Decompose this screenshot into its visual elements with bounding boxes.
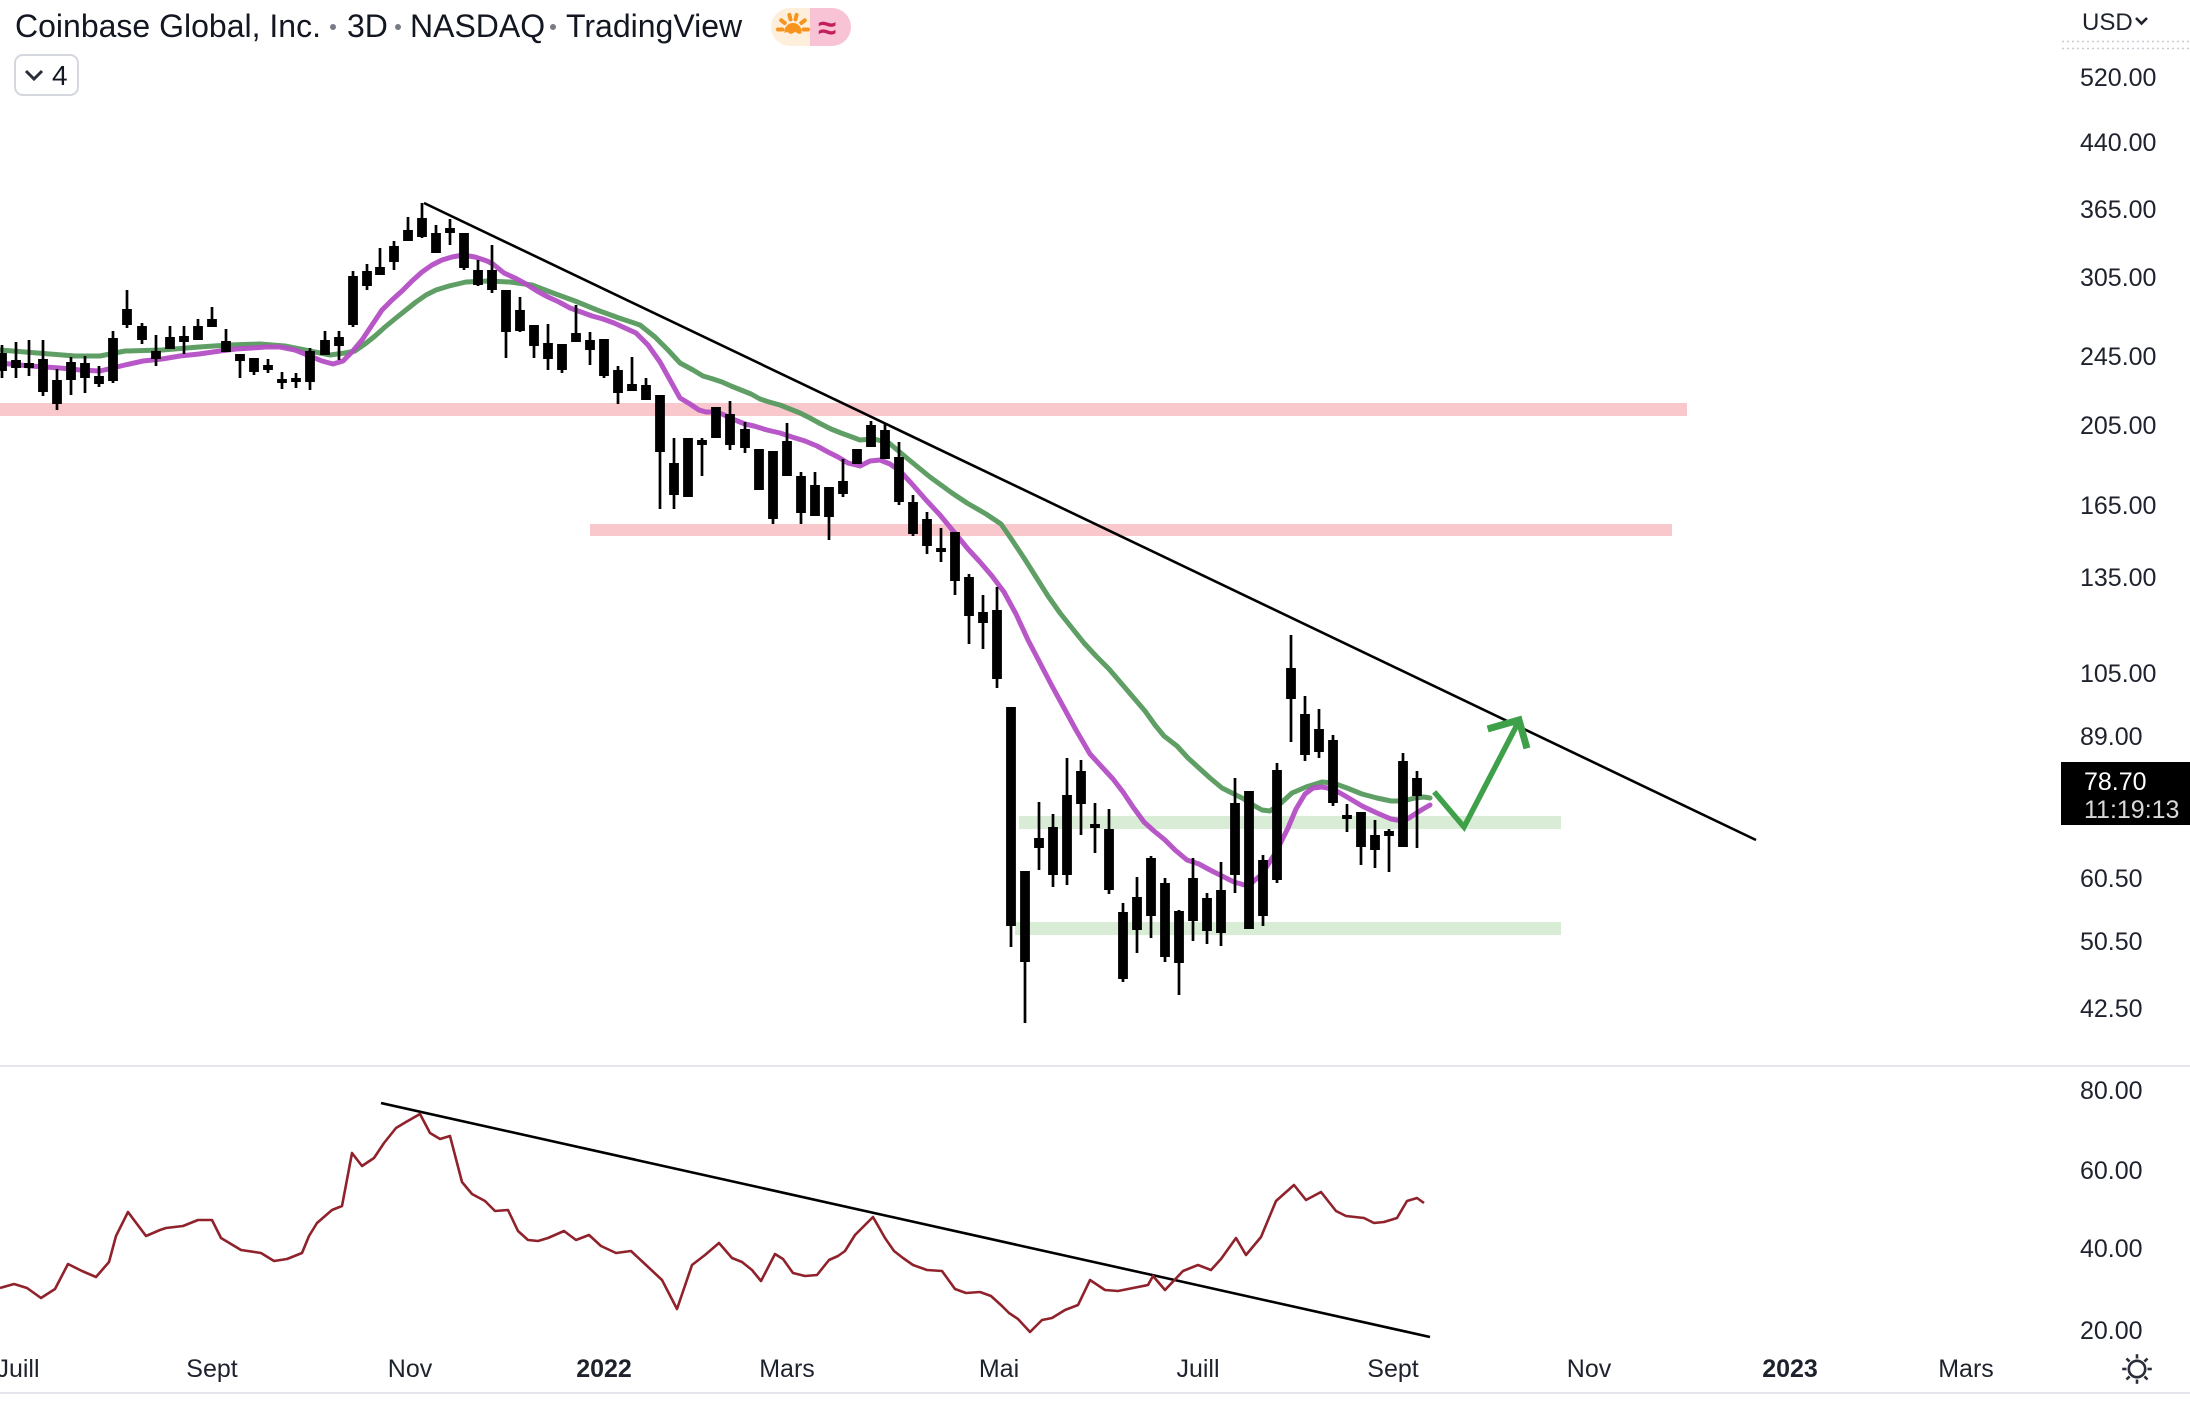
- svg-text:245.00: 245.00: [2080, 343, 2156, 371]
- svg-text:11:19:13: 11:19:13: [2084, 796, 2179, 824]
- svg-text:20.00: 20.00: [2080, 1317, 2143, 1345]
- svg-text:520.00: 520.00: [2080, 64, 2156, 92]
- svg-text:Mai: Mai: [979, 1355, 1019, 1383]
- svg-text:2023: 2023: [1762, 1355, 1818, 1383]
- svg-text:Nov: Nov: [1567, 1355, 1612, 1383]
- svg-text:4: 4: [52, 60, 68, 91]
- svg-text:40.00: 40.00: [2080, 1235, 2143, 1263]
- svg-text:135.00: 135.00: [2080, 564, 2156, 592]
- svg-text:60.50: 60.50: [2080, 865, 2143, 893]
- svg-text:50.50: 50.50: [2080, 928, 2143, 956]
- svg-text:Juill: Juill: [0, 1355, 40, 1383]
- svg-text:NASDAQ: NASDAQ: [410, 8, 545, 44]
- svg-text:205.00: 205.00: [2080, 412, 2156, 440]
- svg-text:105.00: 105.00: [2080, 660, 2156, 688]
- svg-text:Sept: Sept: [1367, 1355, 1418, 1383]
- svg-text:Mars: Mars: [1938, 1355, 1994, 1383]
- svg-text:≈: ≈: [818, 9, 836, 46]
- svg-text:78.70: 78.70: [2084, 768, 2147, 796]
- svg-text:TradingView: TradingView: [566, 8, 743, 44]
- svg-text:USD: USD: [2082, 9, 2133, 36]
- svg-text:Nov: Nov: [388, 1355, 433, 1383]
- svg-text:365.00: 365.00: [2080, 196, 2156, 224]
- svg-text:2022: 2022: [576, 1355, 632, 1383]
- svg-text:Juill: Juill: [1176, 1355, 1219, 1383]
- svg-text:80.00: 80.00: [2080, 1077, 2143, 1105]
- svg-text:42.50: 42.50: [2080, 995, 2143, 1023]
- svg-text:3D: 3D: [347, 8, 388, 44]
- svg-text:89.00: 89.00: [2080, 723, 2143, 751]
- svg-text:Coinbase Global, Inc.: Coinbase Global, Inc.: [15, 8, 321, 44]
- svg-text:Sept: Sept: [186, 1355, 237, 1383]
- svg-text:305.00: 305.00: [2080, 264, 2156, 292]
- svg-text:Mars: Mars: [759, 1355, 815, 1383]
- svg-text:165.00: 165.00: [2080, 492, 2156, 520]
- svg-text:440.00: 440.00: [2080, 129, 2156, 157]
- svg-text:60.00: 60.00: [2080, 1157, 2143, 1185]
